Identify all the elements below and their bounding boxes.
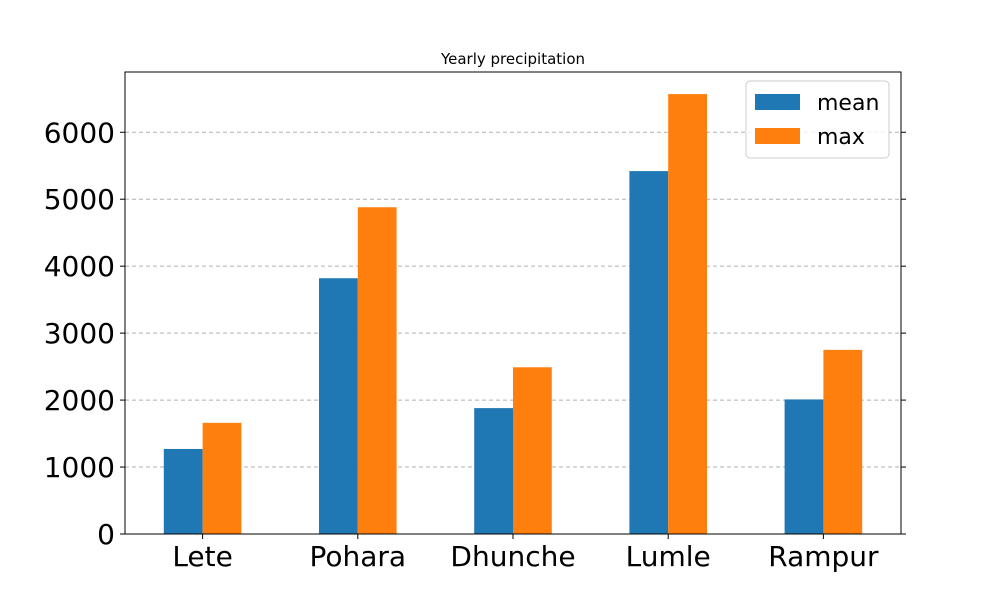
bars — [163, 94, 863, 535]
bar-mean-rampur — [784, 399, 824, 534]
x-tick-label: Dhunche — [450, 540, 575, 573]
bar-max-pohara — [357, 207, 397, 534]
y-tick-label: 4000 — [44, 250, 115, 283]
grid-lines — [125, 131, 901, 468]
y-tick-label: 0 — [97, 518, 115, 551]
y-tick-label: 6000 — [44, 116, 115, 149]
x-tick-label: Rampur — [768, 540, 879, 573]
chart-title: Yearly precipitation — [440, 50, 585, 68]
bar-mean-lumle — [629, 171, 669, 535]
bar-mean-dhunche — [474, 408, 513, 534]
bar-max-dhunche — [513, 367, 552, 534]
legend-label-max: max — [817, 125, 865, 150]
y-tick-label: 2000 — [44, 384, 115, 417]
bar-mean-lete — [163, 448, 203, 534]
legend: mean max — [745, 80, 890, 159]
bar-max-rampur — [823, 349, 863, 534]
legend-swatch-max — [755, 128, 800, 144]
y-tick-label: 1000 — [44, 451, 115, 484]
x-tick-label: Lumle — [626, 540, 711, 573]
bar-max-lete — [202, 422, 242, 534]
axis-ticks: 0 1000 2000 3000 4000 5000 6000 Lete Pohara Dhunc… — [44, 116, 906, 573]
x-tick-label: Lete — [172, 540, 233, 573]
bar-mean-pohara — [319, 278, 358, 534]
y-tick-label: 5000 — [44, 183, 115, 216]
bar-max-lumle — [668, 94, 707, 535]
x-tick-label: Pohara — [310, 540, 407, 573]
legend-swatch-mean — [755, 94, 800, 110]
legend-label-mean: mean — [817, 91, 879, 116]
y-tick-label: 3000 — [44, 317, 115, 350]
